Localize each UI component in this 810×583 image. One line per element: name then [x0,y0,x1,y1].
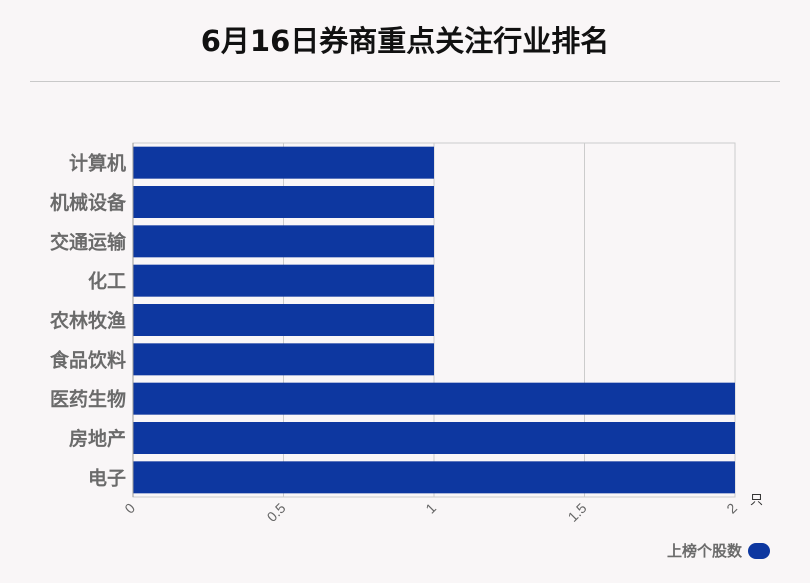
category-label: 房地产 [69,427,126,450]
bar [133,422,735,454]
bar [133,264,434,297]
x-tick-label: 1.5 [565,500,590,525]
category-label: 计算机 [69,152,126,175]
x-tick-label: 0 [121,500,138,517]
x-tick-label: 1 [422,500,439,517]
x-unit-label: 只 [750,493,763,508]
bar [133,343,434,376]
bar [133,304,434,336]
chart-title: 6月16日券商重点关注行业排名 [200,24,610,58]
x-tick-label: 2 [723,500,740,517]
category-label: 农林牧渔 [49,309,126,332]
category-label: 交通运输 [50,230,127,253]
x-tick-label: 0.5 [264,500,289,525]
bar [133,225,434,258]
title-divider [30,81,780,82]
bar [133,146,434,179]
category-label: 食品饮料 [50,348,126,371]
legend-swatch [748,542,770,559]
legend[interactable]: 上榜个股数 [667,540,770,561]
legend-label: 上榜个股数 [666,542,742,560]
bar [133,382,735,415]
bar [133,461,735,494]
category-label: 化工 [88,270,126,293]
category-label: 医药生物 [50,388,126,411]
bar [133,186,434,218]
category-label: 电子 [88,466,126,489]
category-label: 机械设备 [50,191,127,214]
